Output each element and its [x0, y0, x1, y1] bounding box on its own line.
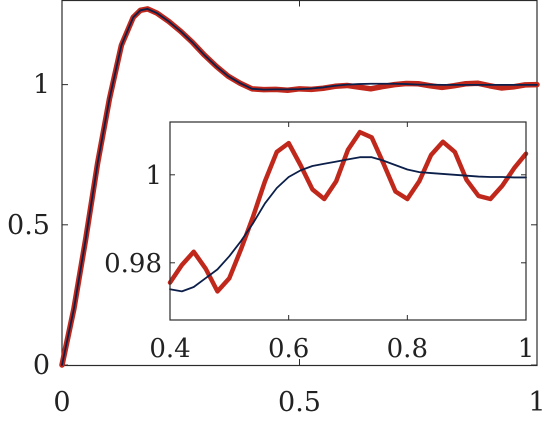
- main-x-tick-label: 0: [53, 387, 70, 418]
- inset-series: [167, 129, 529, 294]
- inset-series-0-line: [167, 129, 529, 294]
- inset-y-tick-label: 0.98: [104, 249, 162, 279]
- main-x-tick-label: 0.5: [278, 387, 321, 418]
- main-y-tick-label: 1: [33, 70, 50, 101]
- main-series: [59, 6, 540, 368]
- main-series-1-line: [61, 8, 538, 366]
- inset-plot-frame: [169, 121, 527, 321]
- inset-x-tick-label: 0.8: [387, 334, 428, 364]
- inset-x-tick-label: 0.6: [268, 334, 309, 364]
- inset-x-tick-label: 0.4: [149, 334, 190, 364]
- inset-ticks: 0.4 0.6 0.8 1 0.98 1: [104, 122, 534, 364]
- inset-x-tick-label: 1: [518, 334, 535, 364]
- main-y-tick-label: 0.5: [7, 210, 50, 241]
- main-y-tick-label: 0: [33, 350, 50, 381]
- inset-y-tick-label: 1: [145, 161, 162, 191]
- main-x-tick-label: 1: [528, 387, 545, 418]
- main-ticks: 0 0.5 1 0 0.5 1: [7, 0, 546, 418]
- inset-series-1-line: [169, 156, 527, 293]
